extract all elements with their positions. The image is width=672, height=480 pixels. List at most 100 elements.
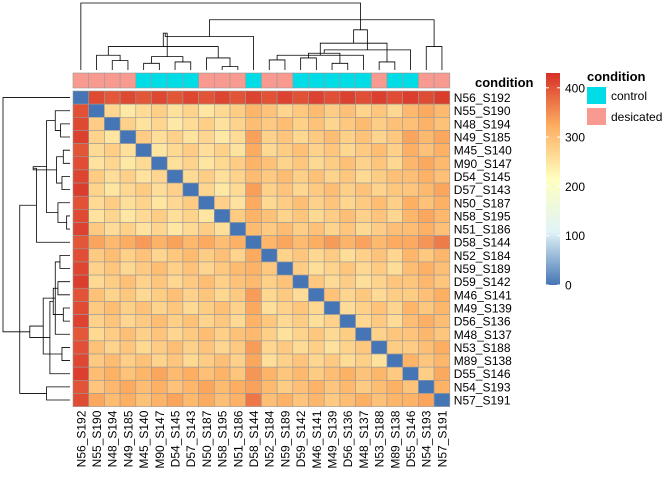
heatmap-cell-12-21 [402, 248, 419, 263]
heatmap-cell-14-7 [182, 274, 199, 289]
heatmap-cell-11-10 [229, 235, 246, 250]
column-label: N56_S192 [74, 410, 88, 467]
heatmap-cell-13-22 [418, 261, 435, 276]
heatmap-cell-8-8 [198, 195, 215, 210]
heatmap-cell-19-21 [402, 340, 419, 355]
column-dendrogram-branch [221, 66, 239, 70]
annotation-cell-n59_s189 [276, 72, 294, 89]
heatmap-cell-11-18 [355, 235, 372, 250]
heatmap-cell-21-10 [229, 366, 246, 381]
heatmap-cell-2-9 [214, 117, 231, 131]
heatmap-cell-4-5 [151, 143, 168, 158]
heatmap-cell-1-5 [151, 103, 168, 118]
row-dendrogram-branch [54, 261, 70, 335]
heatmap-cell-11-11 [245, 235, 262, 250]
heatmap-cell-20-10 [229, 353, 246, 368]
column-label: D54_S145 [169, 410, 183, 467]
heatmap-cell-21-16 [323, 366, 341, 381]
heatmap-cell-5-0 [72, 156, 89, 171]
column-dendrogram [80, 2, 443, 70]
heatmap-cell-17-19 [370, 314, 388, 328]
heatmap-cell-11-0 [72, 235, 89, 250]
heatmap-cell-10-20 [386, 222, 403, 236]
row-dendrogram-branch [59, 254, 70, 269]
heatmap-cell-12-1 [88, 248, 105, 263]
heatmap-cell-10-12 [261, 222, 278, 236]
row-label: M90_S147 [454, 157, 512, 171]
heatmap-cell-18-11 [245, 327, 262, 342]
heatmap-cell-5-20 [386, 156, 403, 171]
heatmap-cell-6-9 [214, 169, 231, 184]
heatmap-cell-15-23 [433, 287, 451, 302]
heatmap-cell-2-11 [245, 117, 262, 131]
heatmap-cell-15-11 [245, 287, 262, 302]
heatmap-cell-15-1 [88, 287, 105, 302]
heatmap-cell-12-5 [151, 248, 168, 263]
heatmap-cell-3-0 [72, 130, 89, 144]
heatmap-cell-16-14 [292, 301, 309, 315]
condition-legend-title: condition [587, 69, 646, 84]
column-dendrogram-branch [80, 2, 361, 70]
heatmap-cell-16-4 [135, 301, 152, 315]
heatmap-cell-19-19 [370, 340, 388, 355]
heatmap-cell-8-18 [355, 195, 372, 210]
column-label: D57_S143 [184, 410, 198, 467]
row-dendrogram-branch [33, 167, 70, 243]
heatmap-cell-18-2 [104, 327, 121, 342]
heatmap-cell-17-8 [198, 314, 215, 328]
row-label: M49_S139 [454, 301, 512, 315]
heatmap-cell-8-23 [433, 195, 451, 210]
annotation-cell-n58_s195 [214, 72, 231, 89]
heatmap-cell-2-3 [119, 117, 137, 131]
heatmap-cell-6-10 [229, 169, 246, 184]
heatmap-cell-17-5 [151, 314, 168, 328]
heatmap-cell-19-2 [104, 340, 121, 355]
heatmap-cell-6-22 [418, 169, 435, 184]
heatmap-cell-22-11 [245, 379, 262, 394]
heatmap-cell-22-2 [104, 379, 121, 394]
annotation-cell-d55_s146 [402, 72, 419, 89]
heatmap-cell-14-12 [261, 274, 278, 289]
heatmap-cell-23-17 [339, 393, 356, 407]
heatmap-cell-19-16 [323, 340, 341, 355]
heatmap-cell-11-7 [182, 235, 199, 250]
heatmap-cell-23-23 [433, 393, 451, 407]
heatmap-cell-22-23 [433, 379, 451, 394]
heatmap-cell-13-16 [323, 261, 341, 276]
heatmap-cell-23-2 [104, 393, 121, 407]
heatmap-cell-8-13 [276, 195, 294, 210]
heatmap-cell-10-13 [276, 222, 294, 236]
heatmap-cell-16-17 [339, 301, 356, 315]
heatmap-cell-0-13 [276, 90, 294, 105]
heatmap-cell-0-11 [245, 90, 262, 105]
heatmap-cell-18-7 [182, 327, 199, 342]
heatmap-cell-1-16 [323, 103, 341, 118]
heatmap-cell-6-2 [104, 169, 121, 184]
heatmap-cell-4-17 [339, 143, 356, 158]
heatmap-cell-10-14 [292, 222, 309, 236]
annotation-cell-n52_s184 [261, 72, 278, 89]
heatmap-cell-2-17 [339, 117, 356, 131]
heatmap-cell-17-9 [214, 314, 231, 328]
heatmap-cell-21-23 [433, 366, 451, 381]
heatmap-cell-22-4 [135, 379, 152, 394]
heatmap-cell-1-21 [402, 103, 419, 118]
heatmap-cell-17-10 [229, 314, 246, 328]
heatmap-cell-6-13 [276, 169, 294, 184]
colorbar-tick-label: 100 [565, 229, 585, 243]
row-label: N56_S192 [454, 91, 511, 105]
heatmap-cell-17-0 [72, 314, 89, 328]
annotation-cell-d56_s136 [339, 72, 356, 89]
heatmap-cell-22-10 [229, 379, 246, 394]
heatmap-cell-22-19 [370, 379, 388, 394]
heatmap-cell-3-23 [433, 130, 451, 144]
heatmap-cell-3-1 [88, 130, 105, 144]
heatmap-cell-1-12 [261, 103, 278, 118]
heatmap-cell-4-3 [119, 143, 137, 158]
heatmap-cell-16-5 [151, 301, 168, 315]
heatmap-cell-21-15 [308, 366, 325, 381]
heatmap-cell-19-18 [355, 340, 372, 355]
heatmap-cell-7-13 [276, 182, 294, 197]
annotation-cell-m89_s138 [386, 72, 403, 89]
heatmap-cell-17-18 [355, 314, 372, 328]
